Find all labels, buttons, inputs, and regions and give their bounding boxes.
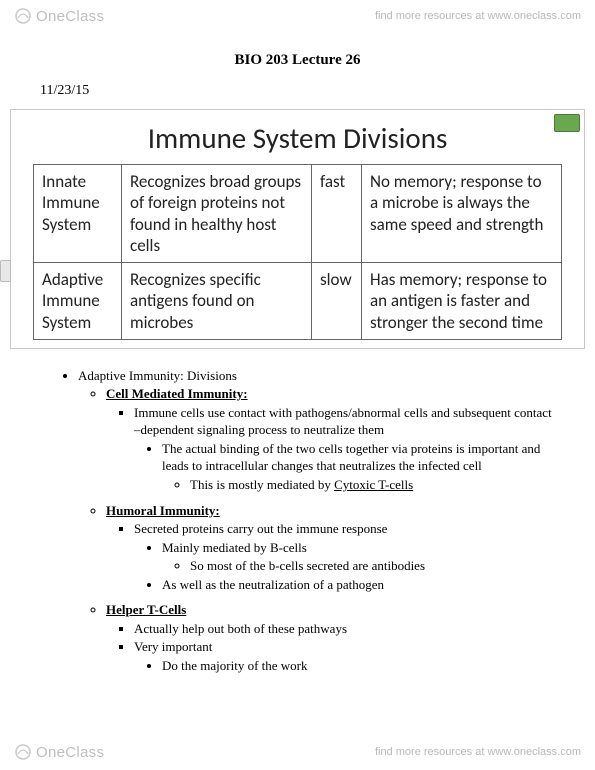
note-text: Immune cells use contact with pathogens/… xyxy=(134,405,552,438)
cell-speed: fast xyxy=(312,165,362,263)
list-item: Humoral Immunity: Secreted proteins carr… xyxy=(106,502,555,594)
list-item: Actually help out both of these pathways xyxy=(134,620,555,638)
note-text: Very important xyxy=(134,639,212,654)
list-item: Mainly mediated by B-cells So most of th… xyxy=(162,539,555,575)
section-heading: Cell Mediated Immunity: xyxy=(106,386,248,401)
doc-date: 11/23/15 xyxy=(40,83,555,99)
table-title: Immune System Divisions xyxy=(11,110,584,164)
brand-name: OneClass xyxy=(36,744,104,761)
list-item: As well as the neutralization of a patho… xyxy=(162,576,555,594)
list-item: Adaptive Immunity: Divisions Cell Mediat… xyxy=(78,367,555,675)
brand: OneClass xyxy=(14,743,104,761)
cell-system: Innate Immune System xyxy=(34,165,122,263)
brand-icon xyxy=(14,7,32,25)
note-text: This is mostly mediated by xyxy=(190,477,334,492)
brand-name: OneClass xyxy=(36,8,104,25)
list-item: Do the majority of the work xyxy=(162,657,555,675)
list-item: Immune cells use contact with pathogens/… xyxy=(134,404,555,494)
list-item: Cell Mediated Immunity: Immune cells use… xyxy=(106,385,555,493)
window-tab-icon xyxy=(554,114,580,132)
footer-resources-text: find more resources at www.oneclass.com xyxy=(375,746,581,758)
cell-speed: slow xyxy=(312,263,362,340)
table-container: Immune System Divisions Innate Immune Sy… xyxy=(10,109,585,349)
cell-system: Adaptive Immune System xyxy=(34,263,122,340)
note-text: Adaptive Immunity: Divisions xyxy=(78,368,237,383)
lecture-notes: Adaptive Immunity: Divisions Cell Mediat… xyxy=(40,367,555,675)
list-item: Secreted proteins carry out the immune r… xyxy=(134,520,555,593)
table-row: Adaptive Immune System Recognizes specif… xyxy=(34,263,562,340)
note-text: So most of the b-cells secreted are anti… xyxy=(190,558,425,573)
page-footer: OneClass find more resources at www.onec… xyxy=(0,734,595,770)
list-item: Helper T-Cells Actually help out both of… xyxy=(106,601,555,674)
brand: OneClass xyxy=(14,7,104,25)
page-header: OneClass find more resources at www.onec… xyxy=(0,0,595,32)
document-body: BIO 203 Lecture 26 11/23/15 Immune Syste… xyxy=(0,32,595,675)
brand-icon xyxy=(14,743,32,761)
note-text-underline: Cytoxic T-cells xyxy=(334,477,413,492)
note-text: Actually help out both of these pathways xyxy=(134,621,347,636)
header-resources-text: find more resources at www.oneclass.com xyxy=(375,10,581,22)
table-row: Innate Immune System Recognizes broad gr… xyxy=(34,165,562,263)
section-heading: Humoral Immunity: xyxy=(106,503,220,518)
scroll-handle-icon xyxy=(0,260,11,282)
list-item: The actual binding of the two cells toge… xyxy=(162,440,555,494)
list-item: Very important Do the majority of the wo… xyxy=(134,638,555,674)
cell-recognizes: Recognizes broad groups of foreign prote… xyxy=(122,165,312,263)
doc-title: BIO 203 Lecture 26 xyxy=(40,52,555,69)
cell-memory: Has memory; response to an antigen is fa… xyxy=(362,263,562,340)
note-text: Mainly mediated by B-cells xyxy=(162,540,307,555)
note-text: The actual binding of the two cells toge… xyxy=(162,441,540,474)
list-item: This is mostly mediated by Cytoxic T-cel… xyxy=(190,476,555,494)
divisions-table: Innate Immune System Recognizes broad gr… xyxy=(33,164,562,340)
section-heading: Helper T-Cells xyxy=(106,602,186,617)
note-text: As well as the neutralization of a patho… xyxy=(162,577,384,592)
note-text: Secreted proteins carry out the immune r… xyxy=(134,521,387,536)
cell-recognizes: Recognizes specific antigens found on mi… xyxy=(122,263,312,340)
cell-memory: No memory; response to a microbe is alwa… xyxy=(362,165,562,263)
list-item: So most of the b-cells secreted are anti… xyxy=(190,557,555,575)
note-text: Do the majority of the work xyxy=(162,658,308,673)
